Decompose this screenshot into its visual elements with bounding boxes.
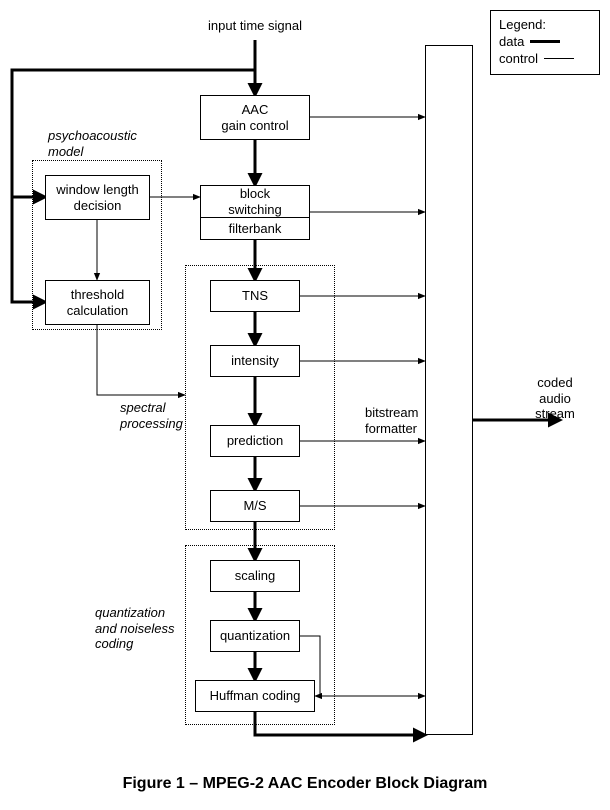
node-gain: AAC gain control (200, 95, 310, 140)
group-label-psycho: psychoacoustic model (48, 128, 137, 159)
legend-line-icon (530, 40, 560, 43)
node-scale: scaling (210, 560, 300, 592)
figure-caption: Figure 1 – MPEG-2 AAC Encoder Block Diag… (0, 775, 610, 793)
node-block-bot: filterbank (201, 218, 309, 239)
legend-item-label: control (499, 51, 538, 66)
legend-row: control (499, 51, 591, 66)
node-huff: Huffman coding (195, 680, 315, 712)
node-wld: window length decision (45, 175, 150, 220)
group-label-formatter: bitstream formatter (365, 405, 418, 436)
node-ms: M/S (210, 490, 300, 522)
legend-item-label: data (499, 34, 524, 49)
diagram-canvas: Legend: data control input time signal c… (0, 0, 610, 810)
node-quant: quantization (210, 620, 300, 652)
group-label-quant: quantization and noiseless coding (95, 605, 175, 652)
legend-line-icon (544, 58, 574, 59)
node-tns: TNS (210, 280, 300, 312)
legend-title: Legend: (499, 17, 591, 32)
legend-row: data (499, 34, 591, 49)
output-label: coded audio stream (515, 375, 595, 422)
legend-box: Legend: data control (490, 10, 600, 75)
node-thresh: threshold calculation (45, 280, 150, 325)
node-pred: prediction (210, 425, 300, 457)
group-label-spectral: spectral processing (120, 400, 183, 431)
input-label: input time signal (190, 18, 320, 34)
node-block: block switching filterbank (200, 185, 310, 240)
node-block-top: block switching (201, 186, 309, 218)
edge-thresh-spectral (97, 325, 185, 395)
node-intens: intensity (210, 345, 300, 377)
formatter-box (425, 45, 473, 735)
